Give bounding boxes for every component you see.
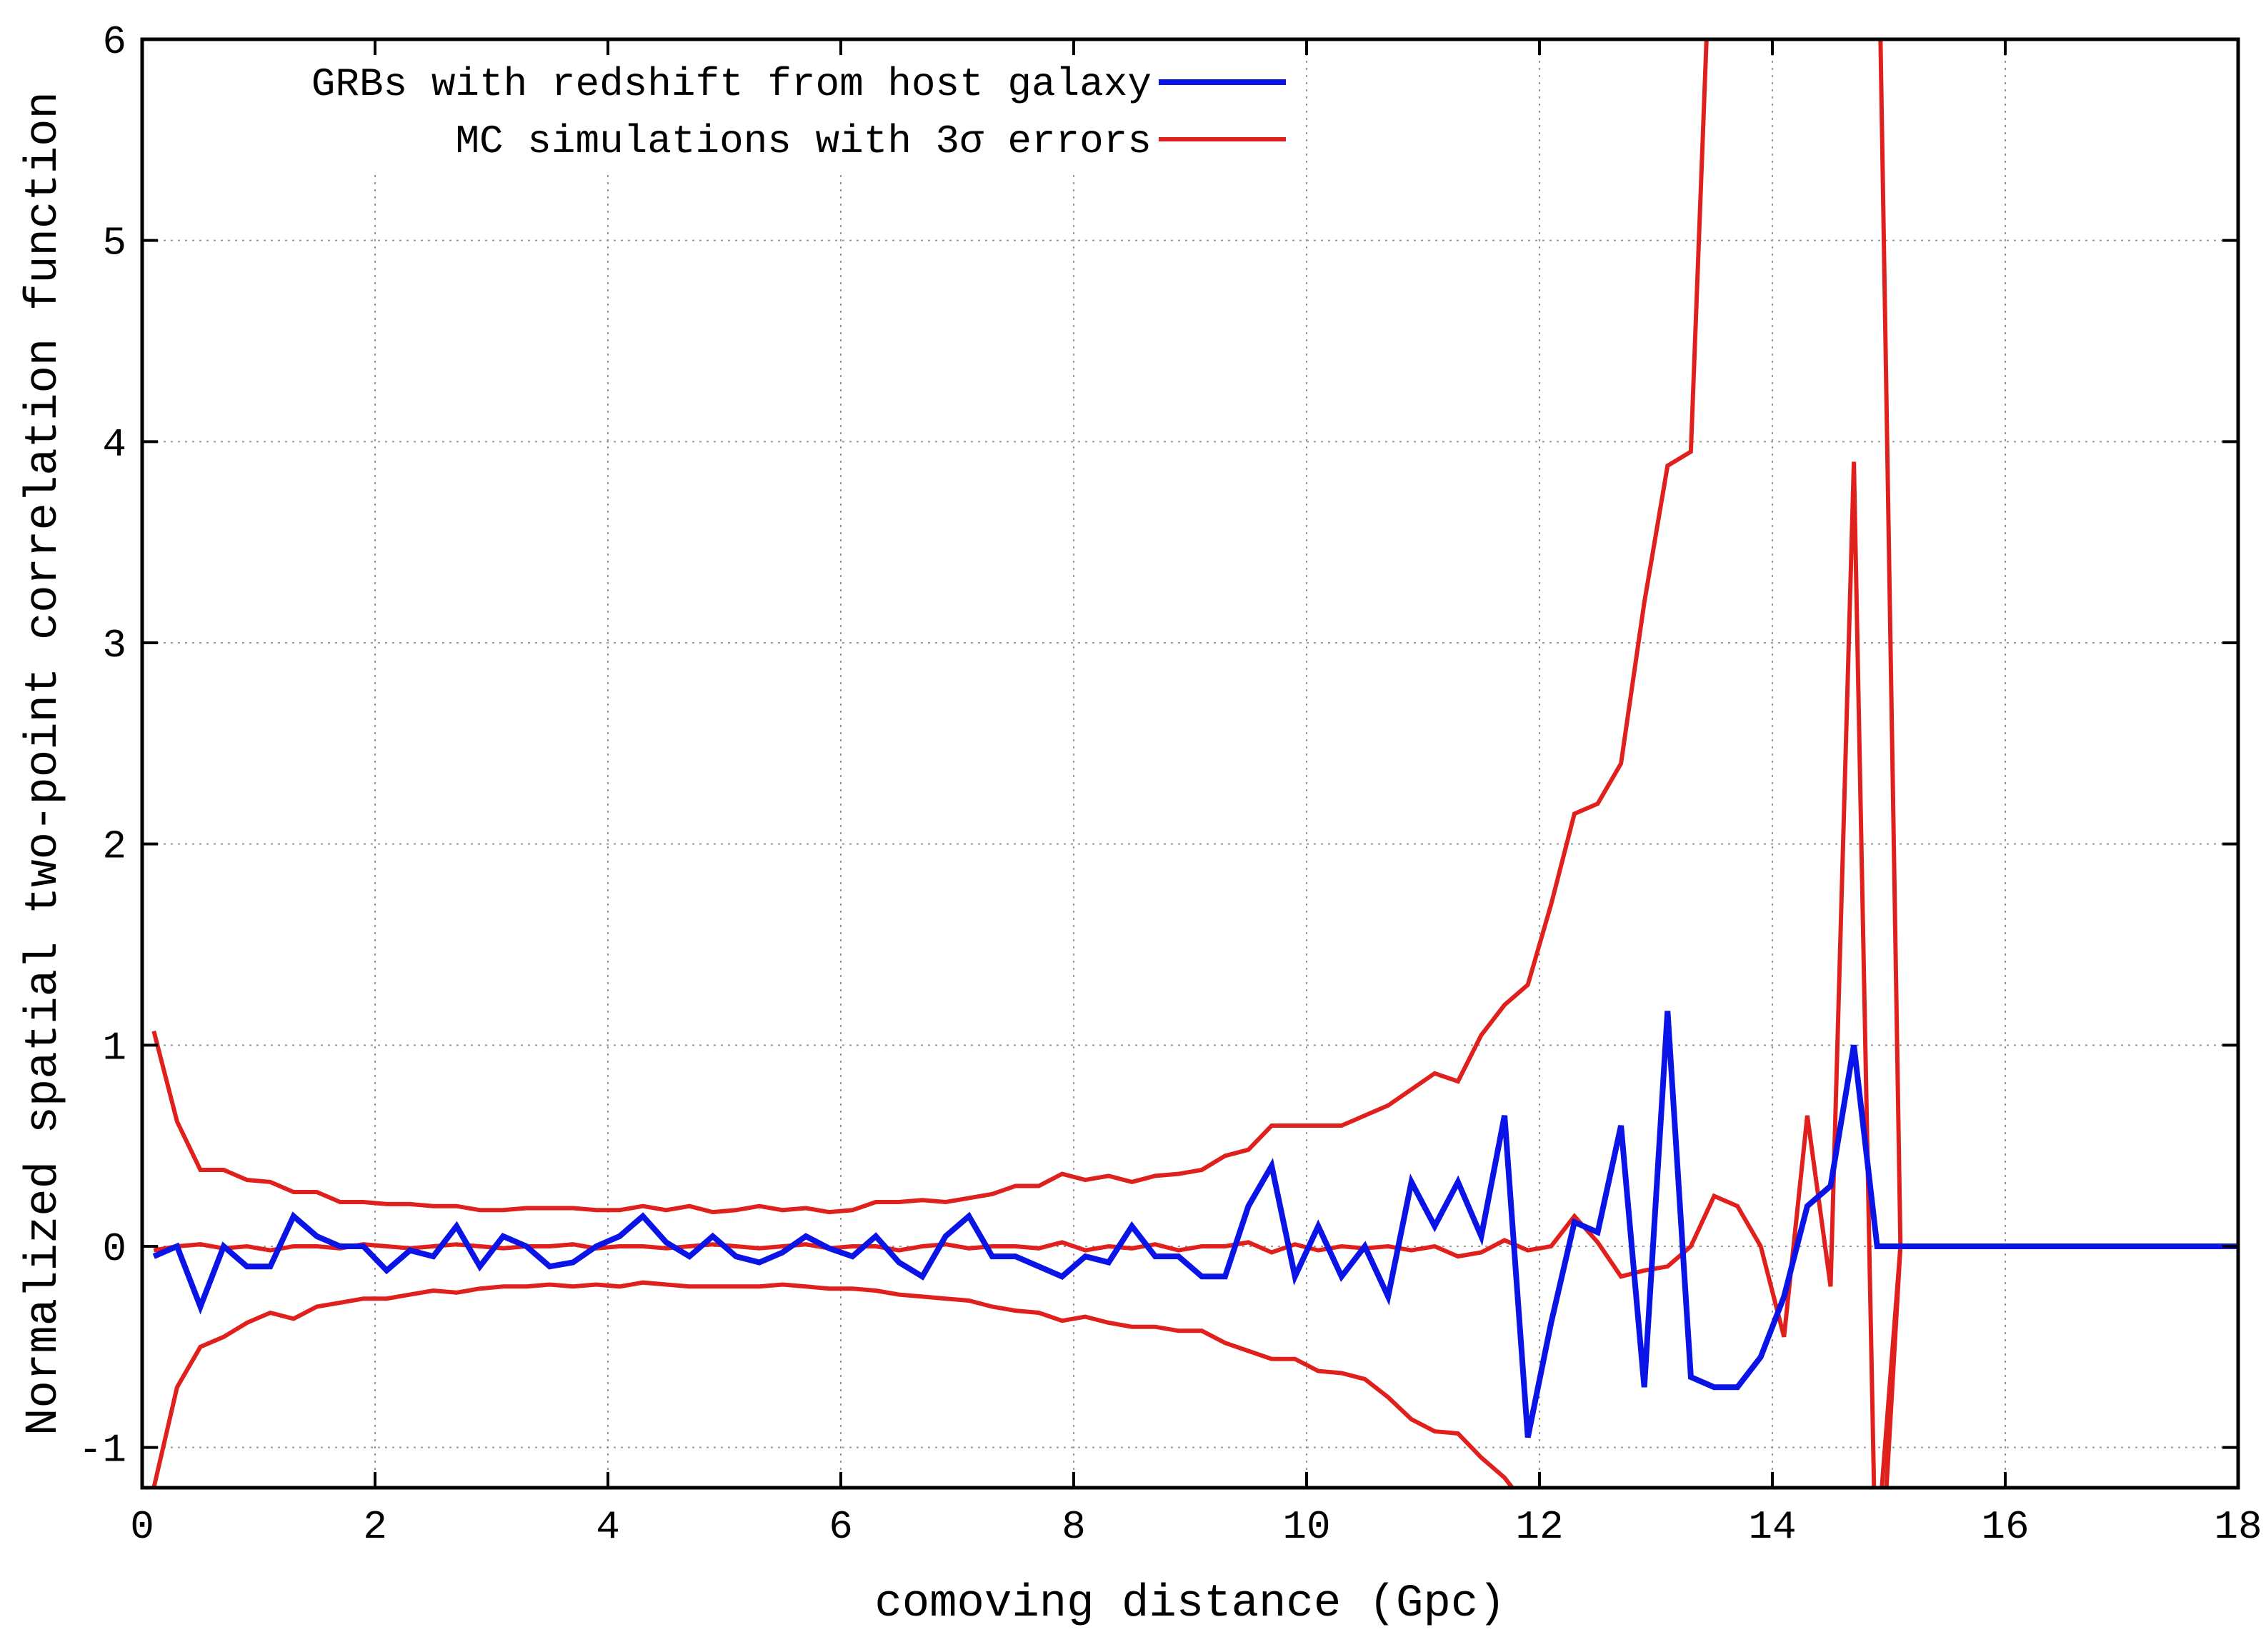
y-tick-label: 6 [102,19,126,65]
y-tick-label: -1 [79,1428,126,1473]
legend: GRBs with redshift from host galaxy MC si… [311,61,1286,164]
plot-area [151,39,2238,1488]
x-axis-label: comoving distance (Gpc) [874,1578,1505,1630]
legend-label: GRBs with redshift from host galaxy [311,61,1152,107]
y-tick-label: 5 [102,221,126,266]
series-line [151,39,1903,1247]
x-tick-label: 8 [1062,1504,1086,1550]
x-tick-label: 0 [130,1504,154,1550]
legend-label: MC simulations with 3σ errors [455,119,1152,164]
x-tick-label: 14 [1748,1504,1796,1550]
grid [141,39,2239,1488]
legend-background [171,50,1300,171]
y-axis-label: Normalized spatial two-point correlation… [19,91,70,1436]
x-tick-label: 6 [829,1504,853,1550]
y-tick-label: 0 [102,1226,126,1272]
y-tick-label: 1 [102,1025,126,1071]
x-tick-label: 16 [1981,1504,2029,1550]
y-tick-label: 2 [102,824,126,870]
x-tick-label: 2 [363,1504,387,1550]
x-tick-label: 18 [2214,1504,2262,1550]
y-tick-label: 4 [102,421,126,467]
x-tick-label: 10 [1282,1504,1330,1550]
x-tick-label: 12 [1515,1504,1563,1550]
plot-frame [140,37,2240,1490]
x-tick-label: 4 [596,1504,620,1550]
series-line [152,1011,2238,1438]
y-tick-label: 3 [102,623,126,669]
series-line [151,1246,1903,1488]
